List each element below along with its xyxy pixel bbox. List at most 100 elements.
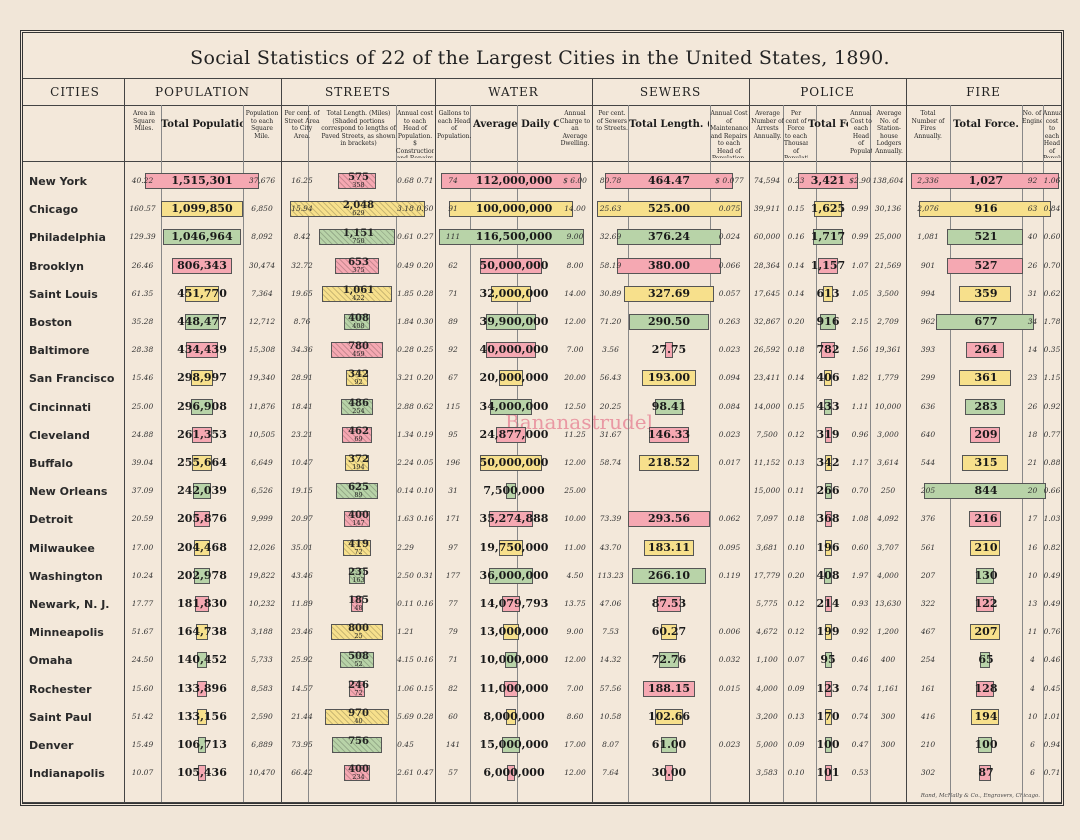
bar-st-len <box>340 652 374 669</box>
paved-length: 408 <box>352 322 365 330</box>
total-population: 806,343 <box>177 258 227 272</box>
cell-sw-cost: 0.119 <box>718 570 741 580</box>
cell-sw-cost: 0.095 <box>718 542 741 552</box>
bar-cons <box>504 652 518 669</box>
police-force: 266 <box>816 484 840 498</box>
fire-force: 100 <box>974 738 998 751</box>
subheader-avg-arrests: Average Number of Arrests Annually. <box>751 110 784 140</box>
cell-pct-sw: 80.78 <box>599 176 622 185</box>
cell-st-cl: 0.30 <box>416 317 434 326</box>
police-force: 342 <box>816 456 840 469</box>
cell-arr: 74,594 <box>753 176 781 185</box>
fire-force: 194 <box>974 709 998 723</box>
cell-eng: 13 <box>1027 599 1038 608</box>
cell-gal: 31 <box>448 486 458 496</box>
total-population: 255,664 <box>177 456 227 469</box>
subheader-pct-street: Per cent. of Street Area to City Area. <box>284 110 320 140</box>
paved-length: 92 <box>354 378 363 387</box>
cell-eng: 10 <box>1027 711 1038 721</box>
paved-length: 629 <box>352 209 365 218</box>
table-bottom-line <box>23 802 1061 803</box>
cell-pct-sw: 73.39 <box>599 514 622 524</box>
cell-chg: 8.00 <box>566 260 584 270</box>
total-population: 242,039 <box>177 484 227 498</box>
cell-f-cost: 1.01 <box>1043 711 1061 721</box>
cell-area: 26.46 <box>131 260 154 270</box>
cell-pct-f: 0.10 <box>787 768 805 778</box>
bar-cons <box>489 511 533 528</box>
cell-pop-sq: 37,676 <box>248 176 276 185</box>
cell-pct-sw: 7.64 <box>602 768 619 778</box>
cell-pop-sq: 12,712 <box>248 317 276 326</box>
bar-cons <box>448 201 574 218</box>
cell-eng: 14 <box>1027 345 1038 355</box>
cell-area: 129.39 <box>129 232 156 242</box>
police-force: 613 <box>816 286 840 300</box>
cell-st-cl: 0.47 <box>416 768 434 778</box>
cell-sw-cost: 0.263 <box>718 317 741 326</box>
sewer-length: 102.66 <box>647 709 691 723</box>
cell-pop-sq: 8,583 <box>251 683 273 693</box>
cell-gal: 77 <box>448 599 458 608</box>
fire-force: 844 <box>974 484 998 498</box>
cell-lodg: 10,000 <box>874 401 902 411</box>
cell-p-cost: 0.99 <box>851 232 869 242</box>
paved-length: 48 <box>354 604 363 612</box>
bar-sw-len <box>643 680 695 697</box>
cell-area: 28.38 <box>131 345 154 355</box>
cell-st-cl: 0.28 <box>416 288 434 298</box>
bar-force <box>824 765 832 782</box>
street-length: 625 <box>348 482 369 494</box>
cell-lodg: 250 <box>880 486 896 496</box>
cell-pct-st: 8.42 <box>293 232 311 242</box>
cell-area: 15.60 <box>131 683 154 693</box>
bar-cons <box>488 567 534 584</box>
fire-force: 1,027 <box>968 174 1004 187</box>
police-force: 406 <box>816 371 840 385</box>
bar-sw-len <box>596 201 742 218</box>
bar-force <box>824 539 832 556</box>
city-name: Rochester <box>29 682 92 696</box>
cell-f-cost: 0.82 <box>1043 542 1061 552</box>
total-population: 1,046,964 <box>171 230 233 244</box>
street-length: 2,048 <box>342 200 375 212</box>
cell-st-c: 2.29 <box>397 542 414 552</box>
sewer-length: 87.53 <box>651 597 687 610</box>
cell-p-cost: $2.90 <box>849 176 871 185</box>
sewer-length: 327.69 <box>647 286 691 300</box>
water-consumption: 50,000,000 <box>479 258 549 272</box>
bar-sw-len <box>617 229 721 246</box>
police-force: 196 <box>816 540 840 554</box>
fire-force: 128 <box>974 681 998 695</box>
bar-f-force <box>958 370 1011 387</box>
cell-arr: 39,911 <box>753 204 781 214</box>
cell-arr: 7,097 <box>756 514 778 524</box>
street-length: 419 <box>348 538 369 550</box>
cell-eng: 4 <box>1030 655 1035 665</box>
cell-arr: 32,867 <box>753 317 781 326</box>
police-force: 782 <box>816 343 840 357</box>
paved-length: 72 <box>354 547 363 556</box>
cell-area: 160.57 <box>129 204 156 214</box>
bar-force <box>813 201 843 218</box>
bar-sw-len <box>648 426 690 443</box>
cell-area: 17.77 <box>131 599 154 608</box>
subheader-pop-per-mile: Population to each Square Mile. <box>245 110 279 140</box>
bar-force <box>824 680 832 697</box>
cell-f-cost: 0.92 <box>1043 401 1061 411</box>
cell-st-cl: 0.05 <box>416 458 434 467</box>
cell-gal: 115 <box>445 401 461 411</box>
cell-lodg: 1,161 <box>877 683 899 693</box>
water-consumption: 11,000,000 <box>479 681 549 695</box>
bar-cons <box>486 314 536 330</box>
cell-p-cost: 1.08 <box>851 514 869 524</box>
cell-f-cost: 0.49 <box>1043 570 1061 580</box>
bar-f-force <box>970 624 1000 641</box>
column-divider <box>470 105 471 802</box>
city-name: Saint Louis <box>29 287 98 301</box>
cell-pct-st: 32.72 <box>291 260 313 270</box>
sewer-length: 72.76 <box>651 653 687 667</box>
cell-pop-sq: 30,474 <box>248 260 276 270</box>
cell-pct-sw: 58.74 <box>599 458 622 467</box>
bar-pop <box>190 370 214 387</box>
